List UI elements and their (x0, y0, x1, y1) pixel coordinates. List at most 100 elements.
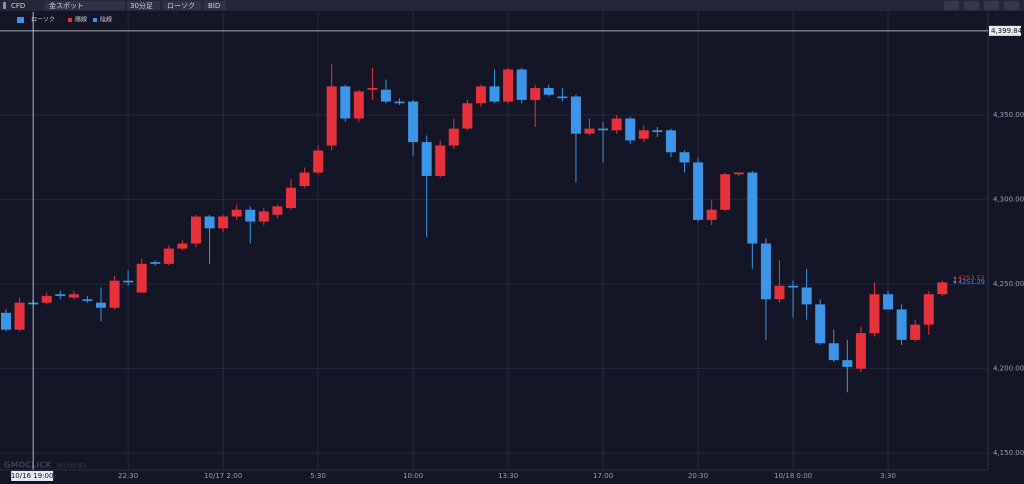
toolbar-bg (0, 0, 1024, 11)
x-tick-label: 13:30 (498, 472, 518, 480)
candle-body (136, 263, 147, 293)
toolbar-item[interactable]: CFD (11, 2, 25, 10)
candle-body (245, 209, 256, 222)
toolbar-item[interactable]: 30分足 (130, 1, 153, 10)
candle-body (163, 248, 174, 264)
candle-body (760, 243, 771, 300)
candle-body (869, 294, 880, 334)
candle-body (733, 172, 744, 175)
candle-body (883, 294, 894, 310)
candle-body (380, 89, 391, 102)
candle-body (937, 282, 948, 295)
candle-body (231, 209, 242, 217)
candle-body (543, 88, 554, 95)
candle-body (177, 243, 188, 249)
y-tick-label: 4,250.00 (993, 280, 1024, 288)
candle-body (340, 86, 351, 119)
candle-body (272, 206, 283, 215)
candle-body (489, 86, 500, 102)
candle-body (394, 101, 405, 104)
candle-body (598, 128, 609, 131)
toolbar-item[interactable]: BID (208, 2, 220, 10)
legend: ローソク 陽線 陰線 (17, 16, 112, 24)
watermark-brand: GMOCLICK (4, 461, 52, 470)
candle-body (326, 86, 337, 146)
candle-body (462, 103, 473, 129)
candle-body (611, 118, 622, 131)
candle-body (557, 96, 568, 99)
toolbar-item[interactable]: ローソク (167, 2, 195, 10)
candle-body (448, 128, 459, 146)
crosshair-x-box (11, 471, 54, 481)
candle-body (815, 304, 826, 344)
x-tick-label: 20:30 (688, 472, 708, 480)
candle-body (1, 312, 11, 330)
candle-body (923, 294, 934, 325)
candle-body (150, 262, 161, 264)
y-tick-label: 4,150.00 (993, 449, 1024, 457)
y-tick-label: 4,350.00 (993, 111, 1024, 119)
legend-swatch (93, 18, 97, 22)
dropdown[interactable] (45, 1, 125, 10)
candle-body (720, 174, 731, 210)
icon (3, 2, 6, 9)
legend-toggle[interactable] (17, 17, 24, 23)
candle-body (204, 216, 215, 229)
x-tick-label: 22:30 (118, 472, 138, 480)
candle-body (842, 360, 853, 367)
dropdown[interactable] (127, 1, 160, 10)
x-tick-label: 10/17 2:00 (204, 472, 242, 480)
icon-button[interactable] (964, 1, 979, 10)
candle-body (706, 209, 717, 220)
candle-body (14, 302, 25, 330)
icon-button[interactable] (1004, 1, 1019, 10)
dropdown[interactable] (163, 1, 201, 10)
candle-body (95, 302, 106, 308)
candle-body (516, 69, 527, 100)
candle-body (788, 285, 799, 288)
candle-body (41, 295, 52, 303)
candle-body (625, 118, 636, 141)
candle-body (475, 86, 486, 104)
icon-button[interactable] (984, 1, 999, 10)
candle-body (82, 299, 93, 301)
legend-label: 陰線 (100, 16, 112, 24)
price-label: 4251.29 (958, 278, 985, 286)
candle-body (218, 216, 229, 229)
price-marker (953, 279, 956, 284)
candle-body (679, 152, 690, 163)
candle-body (774, 285, 785, 300)
candle-body (665, 130, 676, 153)
icon-button[interactable] (944, 1, 959, 10)
toolbar-item[interactable]: 金スポット (49, 1, 84, 10)
candle-body (68, 294, 79, 298)
x-tick-label: 10/18 0:00 (774, 472, 812, 480)
candle-body (530, 88, 541, 100)
candle-body (855, 333, 866, 369)
candle-body (55, 294, 66, 296)
candle-body (747, 172, 758, 244)
dropdown[interactable] (204, 1, 226, 10)
toolbar: CFD 金スポット 30分足 ローソク BID (0, 0, 1024, 11)
candle-body (652, 130, 663, 132)
watermark-sub: SECURITIES (57, 464, 86, 470)
candle-body (313, 150, 324, 173)
y-tick-label: 4,200.00 (993, 365, 1024, 373)
crosshair-x-label: 10/16 19:00 (11, 472, 54, 480)
grid (0, 12, 988, 470)
price-marker (953, 276, 956, 281)
crosshair-y-label: 4,399.84 (991, 27, 1023, 35)
candle-body (190, 216, 201, 244)
price-label: 4253.52 (958, 274, 985, 282)
candle-body (693, 162, 704, 220)
watermark: GMOCLICK SECURITIES (4, 461, 86, 470)
candle-body (570, 96, 581, 134)
x-tick-label: 10:00 (403, 472, 423, 480)
candle-body (258, 211, 269, 222)
candle-body (896, 309, 907, 340)
candle-body (435, 145, 446, 176)
candle-body (910, 324, 921, 340)
candle-body (353, 91, 364, 119)
candle-body (828, 343, 839, 361)
